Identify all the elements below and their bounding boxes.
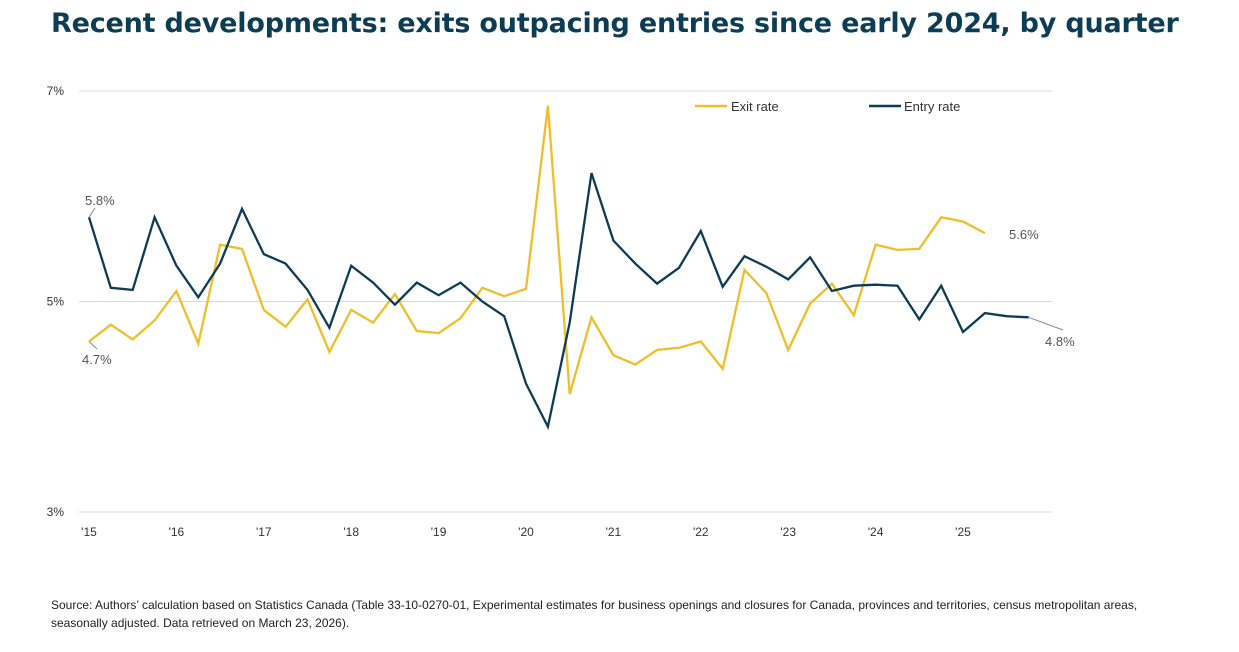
x-tick-label: '25: [955, 525, 971, 539]
entry-end-leader: [1028, 316, 1064, 331]
exit-end-label: 5.6%: [1009, 227, 1039, 242]
exit-start-label: 4.7%: [82, 352, 112, 367]
exit-start-leader: [88, 341, 98, 350]
legend-entry-label: Entry rate: [904, 99, 960, 114]
exit-rate-line: [88, 105, 986, 395]
x-tick-label: '22: [693, 525, 709, 539]
y-tick-label: 3%: [47, 505, 65, 519]
entry-start-label: 5.8%: [85, 193, 115, 208]
x-tick-label: '16: [169, 525, 185, 539]
y-tick-label: 7%: [47, 84, 65, 98]
entry-rate-line: [87, 172, 1029, 431]
line-chart: 3% 5% 7% '15 '16 '17 '18 '19 '20 '21 '22 '23 '24 '25 5…: [47, 84, 1075, 539]
entry-end-label: 4.8%: [1045, 334, 1075, 349]
x-tick-label: '20: [518, 525, 534, 539]
x-tick-label: '18: [343, 525, 359, 539]
y-tick-label: 5%: [47, 295, 65, 309]
page-title: Recent developments: exits outpacing ent…: [51, 8, 1179, 39]
x-tick-label: '17: [256, 525, 272, 539]
x-tick-label: '23: [780, 525, 796, 539]
entry-start-leader: [88, 207, 96, 218]
source-note: Source: Authors’ calculation based on St…: [51, 598, 1138, 630]
x-tick-label: '21: [606, 525, 622, 539]
legend-exit-label: Exit rate: [731, 99, 779, 114]
x-tick-label: '24: [868, 525, 884, 539]
x-tick-label: '19: [431, 525, 447, 539]
x-tick-label: '15: [81, 525, 97, 539]
